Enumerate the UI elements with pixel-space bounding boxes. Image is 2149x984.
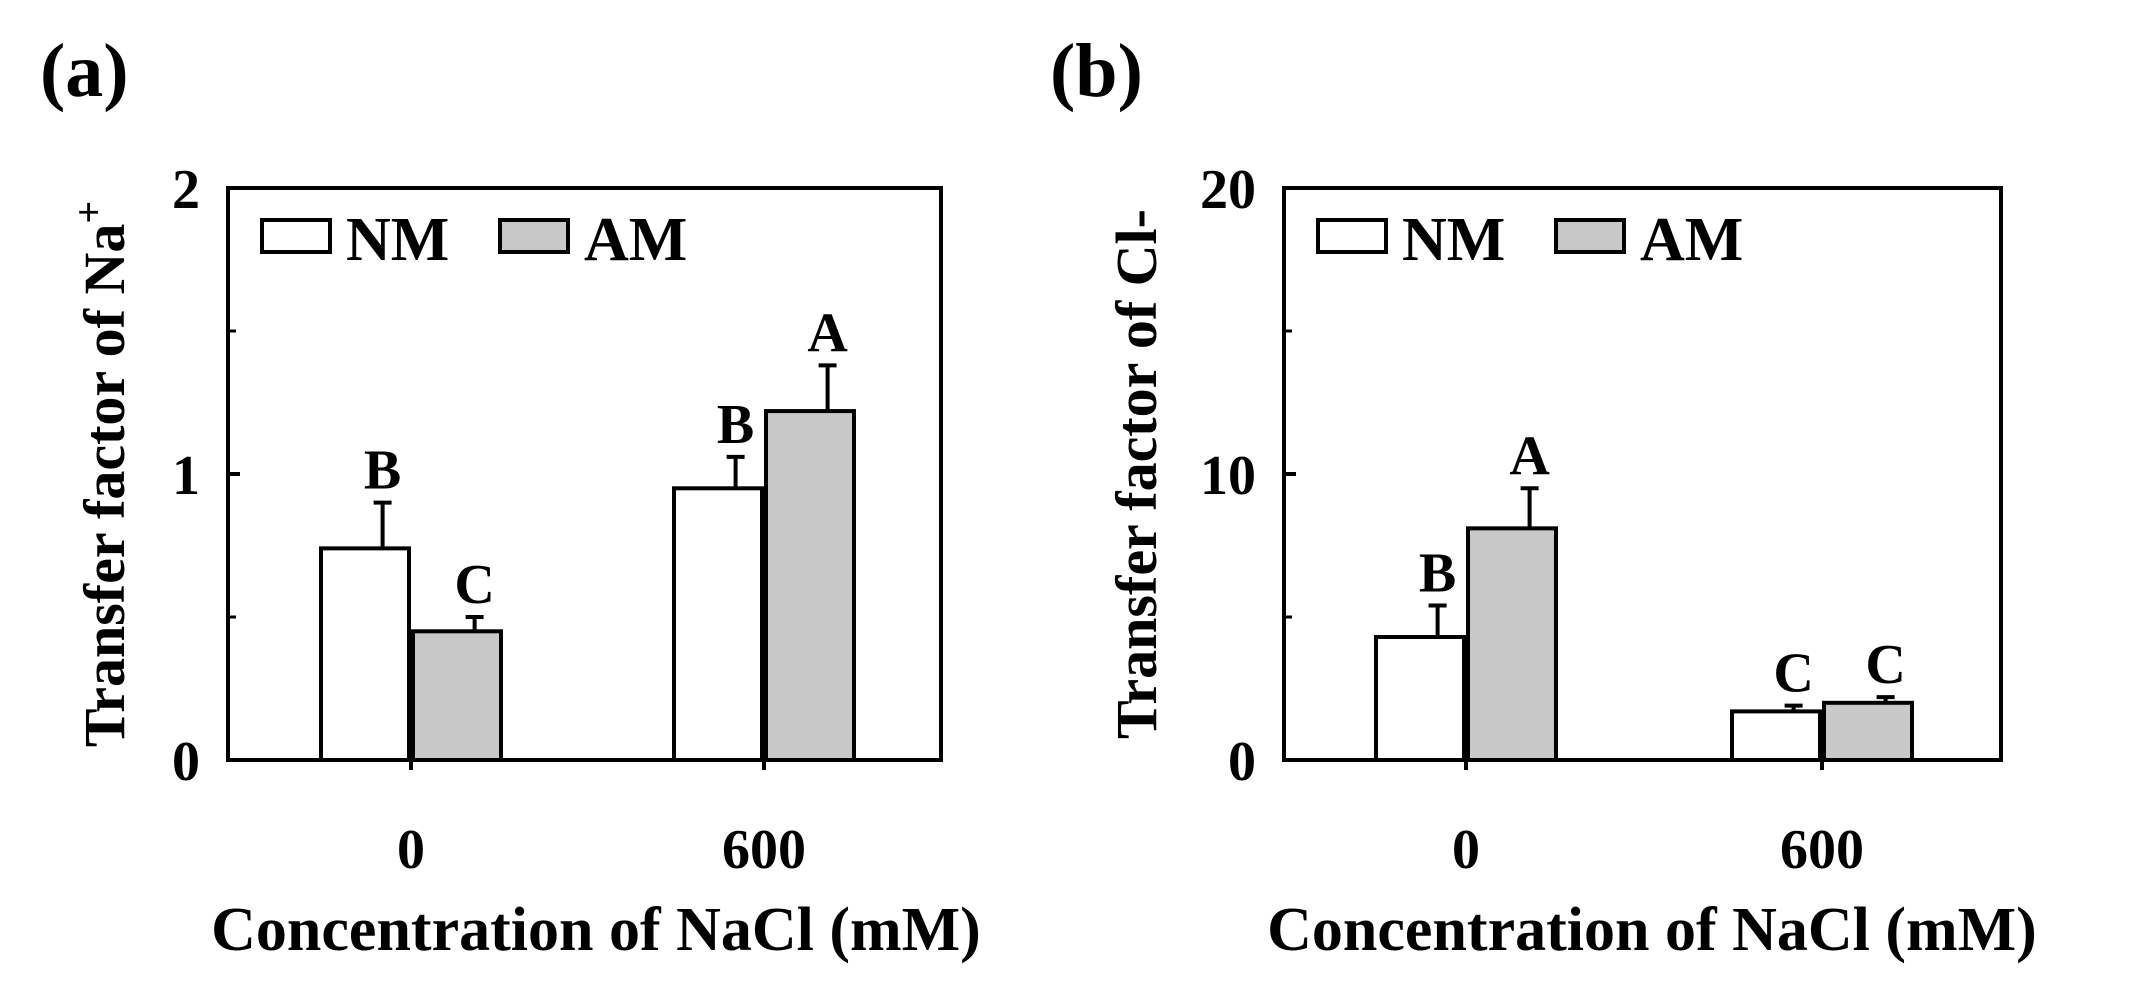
panel-a-ytick-label-1: 1	[172, 445, 200, 507]
panel-b-letter-nm-600: C	[1773, 643, 1813, 705]
panel-a-bar-nm-0	[319, 546, 411, 762]
panel-b-letter-am-0: A	[1509, 425, 1550, 487]
panel-b-ytick-label-0: 0	[1228, 731, 1256, 793]
panel-b-label: (b)	[1050, 29, 1143, 113]
panel-b-legend-label-am: AM	[1640, 206, 1743, 274]
panel-b-y-axis-title-main: Transfer factor of Cl-	[1104, 209, 1169, 739]
panel-a-legend-label-nm: NM	[346, 206, 449, 274]
panel-a-error-am-600	[818, 363, 837, 412]
panel-a-bar-am-0	[411, 629, 503, 762]
panel-a-letter-am-0: C	[454, 554, 494, 616]
panel-b-significance-letters: B A C C	[1419, 425, 1906, 704]
panel-a-legend: NM AM	[260, 206, 687, 274]
panel-b-error-nm-0	[1428, 603, 1447, 638]
panel-a-bar-nm-600	[672, 486, 764, 762]
panel-b: (b) B A C C 0 10 20	[1050, 29, 2037, 964]
panel-b-legend: NM AM	[1316, 206, 1743, 274]
panel-a-x-ticks: 0 600	[397, 760, 806, 881]
panel-a-significance-letters: B C B A	[364, 302, 848, 616]
panel-b-bar-am-0	[1466, 526, 1558, 763]
panel-b-error-am-600	[1876, 695, 1895, 703]
panel-a-letter-nm-600: B	[717, 394, 754, 456]
panel-b-legend-label-nm: NM	[1402, 206, 1505, 274]
panel-a-label: (a)	[40, 29, 129, 113]
panel-a-x-axis-title: Concentration of NaCl (mM)	[211, 896, 981, 964]
panel-a-legend-label-am: AM	[584, 206, 687, 274]
panel-a-y-axis-title-superscript: +	[66, 201, 111, 224]
panel-a-y-axis-title-main: Transfer factor of Na	[72, 224, 137, 747]
panel-a-xtick-label-600: 600	[722, 819, 806, 881]
panel-a: (a) B C B A 0 1 2	[40, 29, 981, 964]
panel-b-letter-am-600: C	[1865, 634, 1905, 696]
panel-a-legend-swatch-nm	[260, 218, 332, 254]
panel-a-ytick-label-2: 2	[172, 159, 200, 221]
panel-a-ytick-label-0: 0	[172, 731, 200, 793]
panel-b-xtick-label-600: 600	[1780, 819, 1864, 881]
panel-b-y-ticks: 0 10 20	[1200, 159, 1296, 793]
panel-b-letter-nm-0: B	[1419, 543, 1456, 605]
panel-b-legend-swatch-nm	[1316, 218, 1388, 254]
panel-b-bars	[1374, 526, 1914, 763]
panel-a-y-ticks: 0 1 2	[172, 159, 240, 793]
panel-b-bar-nm-0	[1374, 635, 1466, 763]
panel-a-y-axis-title: Transfer factor of Na+	[66, 201, 137, 747]
panel-b-error-nm-600	[1784, 703, 1803, 712]
panel-a-letter-nm-0: B	[364, 440, 401, 502]
panel-b-x-axis-title: Concentration of NaCl (mM)	[1267, 896, 2037, 964]
panel-a-xtick-label-0: 0	[397, 819, 425, 881]
panel-b-ytick-label-10: 10	[1200, 445, 1256, 507]
panel-b-ytick-label-20: 20	[1200, 159, 1256, 221]
panel-a-error-nm-0	[373, 500, 392, 549]
panel-a-bars	[319, 409, 856, 762]
panel-a-legend-swatch-am	[498, 218, 570, 254]
panel-a-error-am-0	[465, 615, 484, 632]
panel-b-x-ticks: 0 600	[1452, 760, 1864, 881]
panel-b-xtick-label-0: 0	[1452, 819, 1480, 881]
panel-b-legend-swatch-am	[1554, 218, 1626, 254]
panel-b-error-am-0	[1520, 486, 1539, 529]
panel-a-error-nm-600	[726, 454, 745, 489]
panel-b-error-bars	[1428, 486, 1895, 712]
panel-b-bar-am-600	[1822, 700, 1914, 762]
panel-a-bar-am-600	[764, 409, 856, 762]
panel-b-bar-nm-600	[1730, 709, 1822, 763]
panel-a-letter-am-600: A	[807, 302, 848, 364]
panel-b-y-axis-title: Transfer factor of Cl-	[1104, 209, 1169, 739]
panel-a-error-bars	[373, 363, 837, 632]
